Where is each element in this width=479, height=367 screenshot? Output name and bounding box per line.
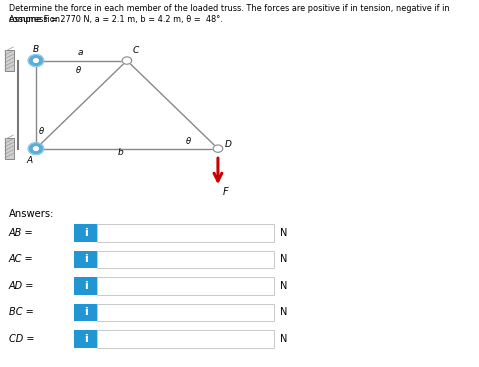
Text: AB =: AB = [9,228,33,238]
Circle shape [28,55,44,66]
Text: θ: θ [76,66,81,75]
Text: i: i [84,307,88,317]
Text: Determine the force in each member of the loaded truss. The forces are positive : Determine the force in each member of th… [9,4,449,24]
Text: N: N [280,334,287,344]
Text: AC =: AC = [9,254,33,265]
Text: CD =: CD = [9,334,34,344]
Bar [74,304,97,321]
Circle shape [28,143,44,155]
Text: A: A [26,156,33,164]
Text: N: N [280,254,287,265]
Bar [97,304,274,321]
Text: i: i [84,334,88,344]
Text: i: i [84,281,88,291]
Text: N: N [280,281,287,291]
Text: a: a [78,48,83,57]
Text: AD =: AD = [9,281,34,291]
Text: Assume F = 2770 N, a = 2.1 m, b = 4.2 m, θ =  48°.: Assume F = 2770 N, a = 2.1 m, b = 4.2 m,… [9,15,222,24]
Text: C: C [133,46,139,55]
Text: i: i [84,254,88,265]
Bar [97,277,274,295]
Text: B: B [33,46,39,54]
Bar [5,50,14,71]
Circle shape [34,147,38,150]
Text: θ: θ [39,127,45,135]
Text: F: F [223,187,228,197]
Bar [74,330,97,348]
Text: θ: θ [186,137,191,146]
Text: N: N [280,228,287,238]
Text: Answers:: Answers: [9,209,54,219]
Bar [97,330,274,348]
Circle shape [34,59,38,62]
Bar [74,277,97,295]
Bar [74,251,97,268]
Text: D: D [225,140,231,149]
Text: i: i [84,228,88,238]
Text: N: N [280,307,287,317]
Text: b: b [117,148,123,157]
Bar [97,251,274,268]
Bar [74,224,97,242]
Bar [97,224,274,242]
Circle shape [122,57,132,64]
Text: BC =: BC = [9,307,34,317]
Circle shape [213,145,223,152]
Bar [5,138,14,159]
